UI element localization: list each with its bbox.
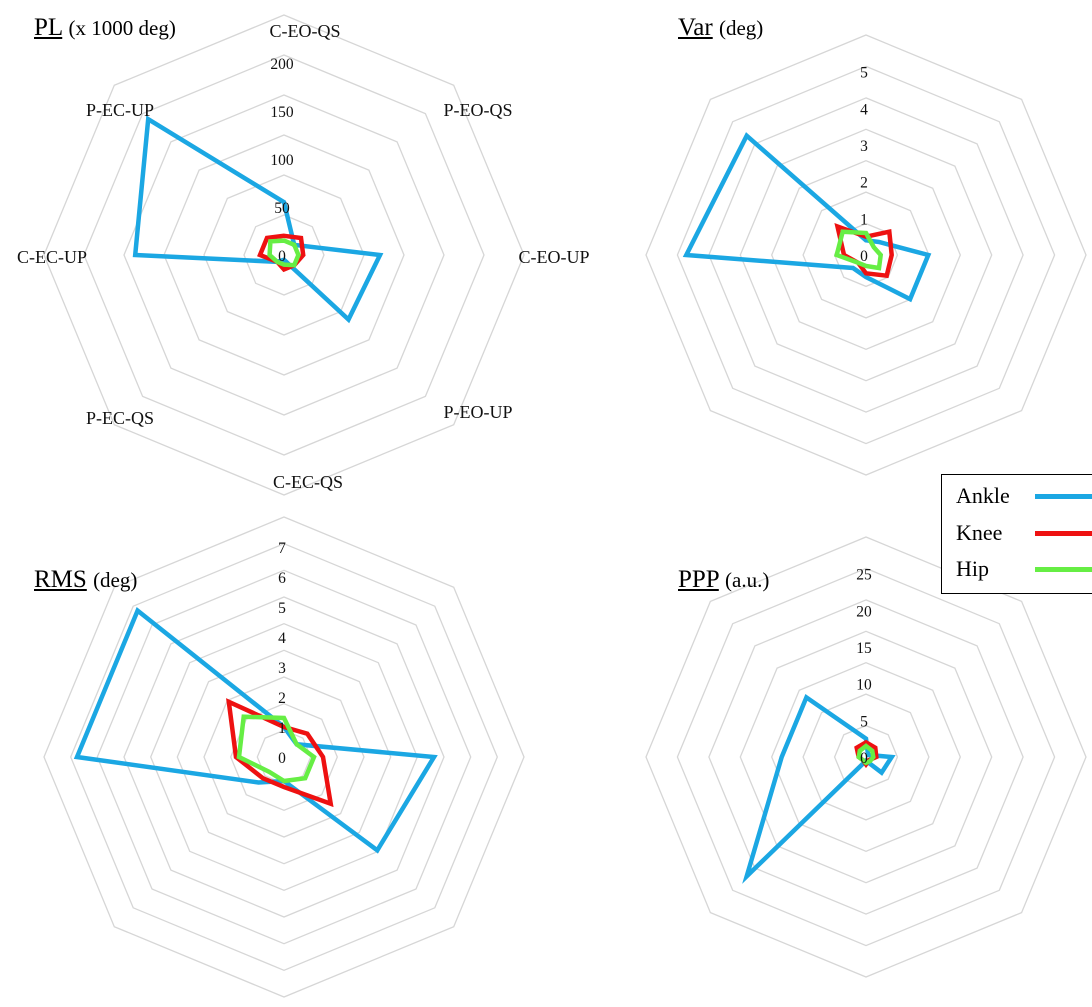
grid-ring bbox=[770, 159, 962, 351]
legend: Ankle Knee Hip bbox=[941, 474, 1092, 594]
category-label-p-ec-up: P-EC-UP bbox=[86, 100, 154, 120]
category-label-p-eo-qs: P-EO-QS bbox=[443, 100, 512, 120]
series-knee bbox=[226, 698, 334, 808]
chart-title-unit: (deg) bbox=[718, 16, 764, 40]
tick-label: 25 bbox=[856, 567, 872, 584]
legend-label-ankle: Ankle bbox=[956, 483, 1010, 508]
grid-ring bbox=[802, 191, 930, 319]
tick-label: 6 bbox=[278, 570, 286, 587]
legend-swatch-ankle bbox=[1035, 494, 1092, 499]
grid-ring bbox=[802, 693, 930, 821]
grid-ring bbox=[123, 94, 445, 416]
grid-ring bbox=[676, 567, 1056, 947]
chart-title-unit: (deg) bbox=[93, 568, 138, 592]
grid-ring bbox=[739, 128, 993, 382]
grid-ring bbox=[96, 569, 472, 945]
tick-label: 10 bbox=[856, 677, 872, 694]
category-label-c-eo-up: C-EO-UP bbox=[519, 247, 590, 267]
grid-ring bbox=[645, 34, 1087, 476]
chart-title-unit: (x 1000 deg) bbox=[68, 16, 176, 40]
tick-label: 0 bbox=[278, 248, 286, 265]
legend-label-hip: Hip bbox=[956, 556, 989, 581]
tick-label: 2 bbox=[860, 175, 868, 192]
grid-ring bbox=[43, 14, 525, 496]
tick-label: 200 bbox=[270, 56, 294, 73]
chart-title-unit: (a.u.) bbox=[725, 568, 770, 592]
series-ankle bbox=[682, 132, 932, 303]
tick-label: 4 bbox=[860, 101, 868, 118]
tick-label: 1 bbox=[278, 720, 286, 737]
category-label-c-ec-qs: C-EC-QS bbox=[273, 472, 343, 492]
legend-swatch-knee bbox=[1035, 531, 1092, 536]
tick-label: 0 bbox=[860, 248, 868, 265]
grid-ring bbox=[645, 536, 1087, 978]
tick-label: 20 bbox=[856, 603, 872, 620]
tick-label: 3 bbox=[860, 138, 868, 155]
legend-label-knee: Knee bbox=[956, 520, 1003, 545]
grid-ring bbox=[203, 174, 365, 336]
tick-label: 15 bbox=[856, 640, 872, 657]
category-label-p-ec-qs: P-EC-QS bbox=[86, 408, 154, 428]
chart-title-abbr: PL bbox=[34, 14, 63, 41]
series-hip bbox=[236, 714, 317, 784]
tick-label: 5 bbox=[860, 713, 868, 730]
grid-ring bbox=[708, 97, 1024, 413]
grid-ring bbox=[770, 661, 962, 853]
grid-ring bbox=[123, 596, 445, 918]
chart-title-pl: PL (x 1000 deg) bbox=[34, 14, 176, 42]
chart-title-var: Var (deg) bbox=[678, 14, 763, 42]
category-label-c-eo-qs: C-EO-QS bbox=[270, 21, 341, 41]
grid-ring bbox=[149, 622, 419, 892]
grid-ring bbox=[243, 214, 325, 296]
series-hip bbox=[267, 238, 301, 268]
tick-label: 50 bbox=[274, 200, 290, 217]
tick-label: 0 bbox=[278, 750, 286, 767]
chart-title-abbr: RMS bbox=[34, 566, 87, 593]
grid-ring bbox=[739, 630, 993, 884]
tick-label: 3 bbox=[278, 660, 286, 677]
chart-title-ppp: PPP (a.u.) bbox=[678, 566, 769, 594]
series-knee bbox=[257, 233, 306, 273]
series-hip bbox=[856, 743, 876, 766]
grid-ring bbox=[176, 649, 392, 865]
tick-label: 0 bbox=[860, 750, 868, 767]
tick-label: 7 bbox=[278, 540, 286, 557]
tick-label: 5 bbox=[278, 600, 286, 617]
grid-ring bbox=[163, 134, 405, 376]
category-label-p-eo-up: P-EO-UP bbox=[443, 402, 512, 422]
grid-ring bbox=[833, 724, 899, 790]
tick-label: 2 bbox=[278, 690, 286, 707]
category-label-c-ec-up: C-EC-UP bbox=[17, 247, 87, 267]
grid-ring bbox=[69, 542, 499, 972]
grid-ring bbox=[43, 516, 525, 998]
tick-label: 1 bbox=[860, 211, 868, 228]
tick-label: 4 bbox=[278, 630, 286, 647]
legend-swatch-hip bbox=[1035, 567, 1092, 572]
grid-ring bbox=[83, 54, 485, 456]
tick-label: 5 bbox=[860, 65, 868, 82]
chart-title-abbr: Var bbox=[678, 14, 713, 41]
grid-ring bbox=[676, 65, 1056, 445]
chart-title-abbr: PPP bbox=[678, 566, 719, 593]
series-hip bbox=[834, 229, 884, 271]
grid-ring bbox=[708, 599, 1024, 915]
series-ankle bbox=[132, 115, 384, 324]
chart-title-rms: RMS (deg) bbox=[34, 566, 137, 594]
grid-ring bbox=[203, 676, 365, 838]
tick-label: 100 bbox=[270, 152, 294, 169]
tick-label: 150 bbox=[270, 104, 294, 121]
